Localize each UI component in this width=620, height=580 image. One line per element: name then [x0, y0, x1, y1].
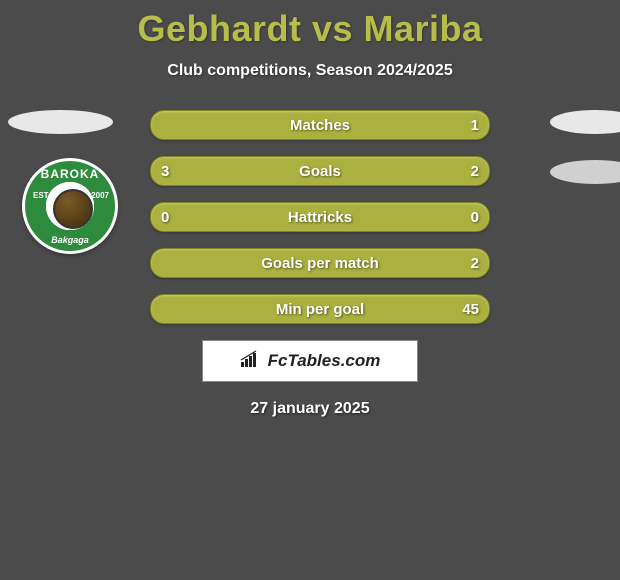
stat-label: Hattricks	[151, 209, 489, 226]
crest-circle: BAROKA EST 2007 Bakgaga	[22, 158, 118, 254]
stat-right-value: 1	[471, 117, 479, 134]
content-area: BAROKA EST 2007 Bakgaga Matches 1 3 Goal…	[0, 110, 620, 418]
right-player-oval-1	[550, 110, 620, 134]
brand-box[interactable]: FcTables.com	[202, 340, 418, 382]
subtitle: Club competitions, Season 2024/2025	[0, 62, 620, 80]
stat-label: Min per goal	[151, 301, 489, 318]
date-text: 27 january 2025	[10, 400, 610, 418]
right-player-oval-2	[550, 160, 620, 184]
brand-text: FcTables.com	[268, 351, 381, 371]
stat-row-hattricks: 0 Hattricks 0	[150, 202, 490, 232]
crest-top-text: BAROKA	[25, 167, 115, 181]
stat-right-value: 2	[471, 163, 479, 180]
stat-right-value: 2	[471, 255, 479, 272]
stat-label: Goals per match	[151, 255, 489, 272]
left-player-oval	[8, 110, 113, 134]
stat-label: Matches	[151, 117, 489, 134]
stat-bars: Matches 1 3 Goals 2 0 Hattricks 0 Goals …	[150, 110, 490, 324]
crest-bottom-text: Bakgaga	[25, 235, 115, 245]
stat-row-min-per-goal: Min per goal 45	[150, 294, 490, 324]
stat-label: Goals	[151, 163, 489, 180]
crest-ball-icon	[53, 189, 93, 229]
crest-year-text: 2007	[91, 191, 109, 200]
stat-row-matches: Matches 1	[150, 110, 490, 140]
stat-right-value: 45	[462, 301, 479, 318]
page-title: Gebhardt vs Mariba	[0, 0, 620, 50]
crest-est-text: EST	[33, 191, 49, 200]
chart-bars-icon	[240, 350, 262, 373]
stat-right-value: 0	[471, 209, 479, 226]
stat-row-goals: 3 Goals 2	[150, 156, 490, 186]
stat-row-goals-per-match: Goals per match 2	[150, 248, 490, 278]
team-crest: BAROKA EST 2007 Bakgaga	[22, 158, 118, 254]
